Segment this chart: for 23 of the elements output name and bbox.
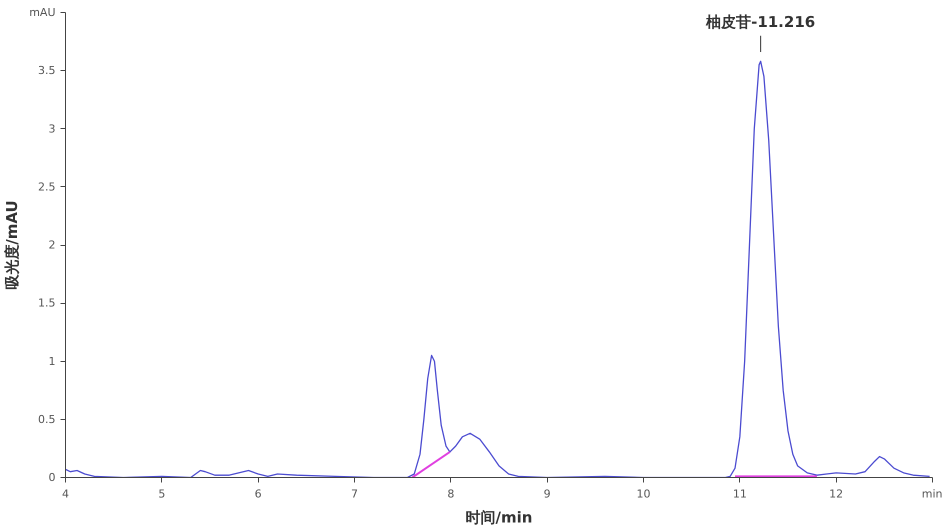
y-tick-label: 0.5 [38, 412, 56, 426]
x-axis-title: 时间/min [466, 508, 532, 526]
y-axis-title: 吸光度/mAU [3, 200, 22, 290]
x-tick-label: 10 [636, 488, 650, 500]
y-tick-label: 2.5 [38, 180, 56, 194]
y-tick-label: mAU [29, 6, 56, 19]
x-tick-label: 11 [732, 488, 747, 500]
line-series [66, 60, 930, 478]
x-tick-label: 8 [447, 488, 454, 500]
x-tick-label: min [922, 488, 942, 500]
x-tick-label: 6 [254, 488, 262, 500]
x-tick-label: 7 [351, 488, 358, 500]
x-tick-label: 9 [544, 488, 551, 500]
y-tick-label: 2 [48, 238, 56, 252]
y-tick-label: 0 [48, 471, 56, 484]
y-tick-label: 1.5 [38, 296, 56, 310]
x-tick-label: 5 [158, 488, 166, 500]
x-tick-label: 4 [62, 488, 69, 500]
y-tick-label: 3 [48, 122, 56, 136]
y-tick-label: 1 [48, 354, 56, 368]
annotation: 柚皮苷-11.216 [705, 13, 816, 32]
x-tick-label: 12 [829, 488, 844, 500]
y-tick-label: 3.5 [38, 64, 56, 78]
